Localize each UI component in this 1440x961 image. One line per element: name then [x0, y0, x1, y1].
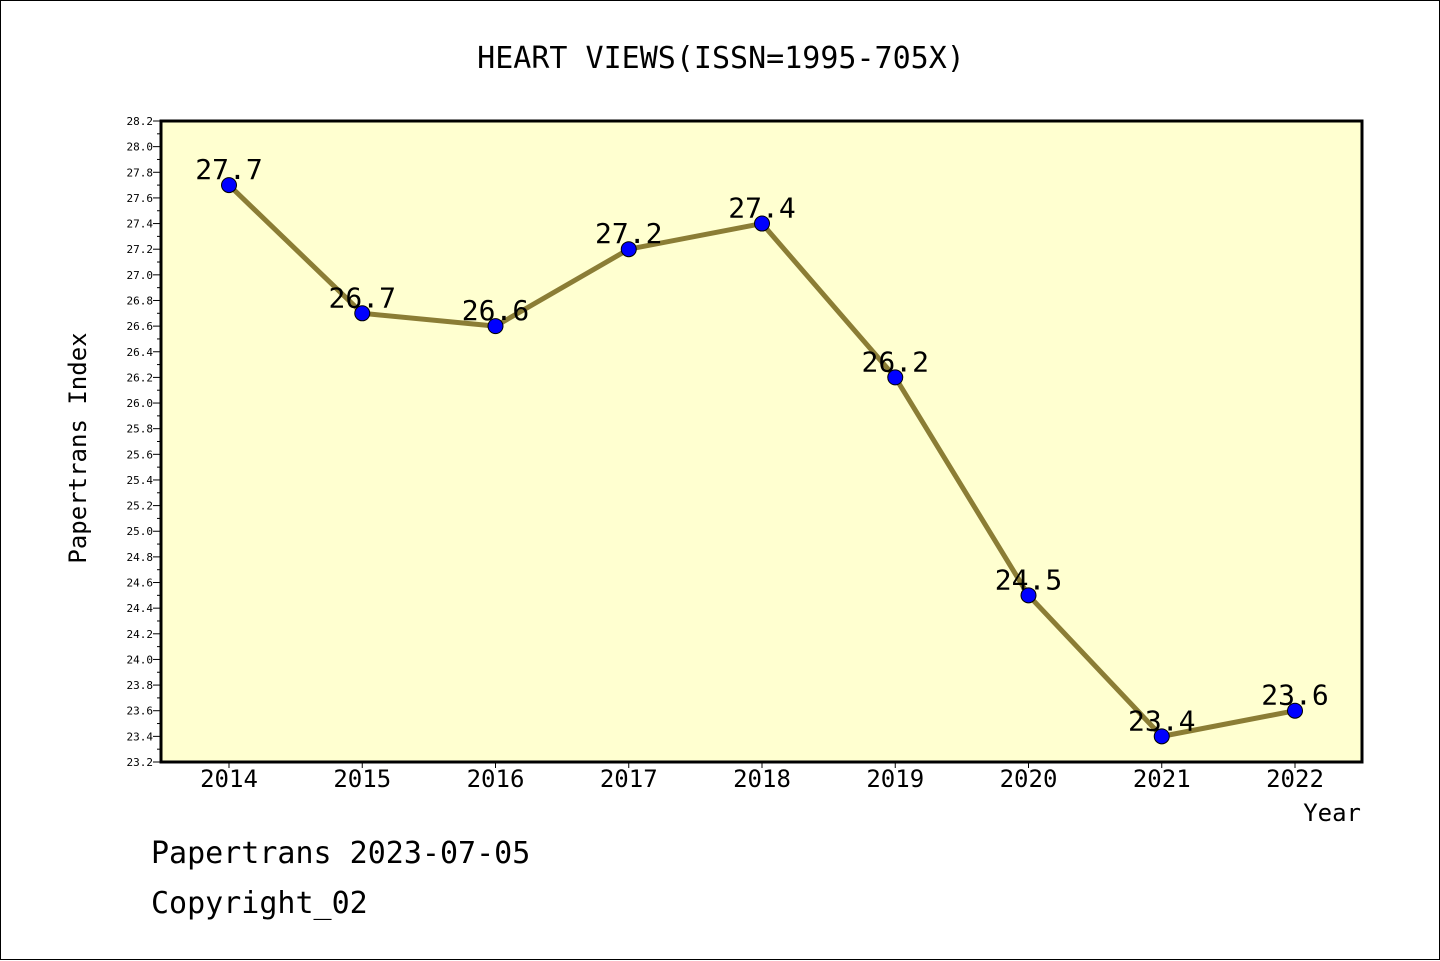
data-label: 27.2 [595, 217, 662, 250]
x-tick-label: 2022 [1266, 765, 1324, 793]
data-point [221, 177, 237, 194]
y-tick-label: 26.6 [127, 320, 154, 333]
y-tick-label: 25.4 [127, 474, 154, 487]
y-tick-label: 27.8 [127, 166, 154, 179]
data-label: 27.7 [195, 153, 262, 186]
x-tick-label: 2020 [1000, 765, 1058, 793]
data-label: 23.4 [1128, 704, 1195, 737]
y-tick-label: 26.0 [127, 397, 154, 410]
y-tick-label: 24.2 [127, 628, 154, 641]
y-tick-label: 28.2 [127, 115, 154, 128]
y-tick-label: 24.0 [127, 653, 154, 666]
y-tick-label: 27.2 [127, 243, 154, 256]
y-tick-label: 27.6 [127, 192, 154, 205]
y-tick-label: 23.6 [127, 705, 154, 718]
data-labels: 27.7 26.7 26.6 27.2 27.4 26.2 24.5 23.4 23.6 [195, 153, 1328, 737]
data-label: 24.5 [995, 563, 1062, 596]
x-axis: 2014 2015 2016 2017 2018 2019 2020 2021 2022 [200, 762, 1324, 793]
y-tick-label: 24.6 [127, 577, 154, 590]
y-tick-label: 25.0 [127, 525, 154, 538]
x-tick-label: 2016 [467, 765, 525, 793]
y-tick-label: 23.2 [127, 756, 154, 769]
x-tick-label: 2017 [600, 765, 658, 793]
data-label: 26.6 [462, 294, 529, 327]
y-tick-label: 23.8 [127, 679, 154, 692]
x-tick-label: 2015 [333, 765, 391, 793]
x-tick-label: 2019 [866, 765, 924, 793]
x-tick-label: 2018 [733, 765, 791, 793]
chart-title: HEART VIEWS(ISSN=1995-705X) [477, 41, 965, 76]
y-tick-label: 26.4 [127, 346, 154, 359]
data-label: 26.2 [862, 345, 929, 378]
data-point [1153, 728, 1170, 745]
series-layer [221, 177, 1303, 745]
y-tick-label: 23.4 [127, 730, 154, 743]
data-label: 27.4 [728, 192, 795, 225]
y-tick-label: 26.2 [127, 371, 154, 384]
x-tick-label: 2021 [1133, 765, 1191, 793]
y-tick-label: 25.8 [127, 423, 154, 436]
data-point [754, 215, 770, 232]
footer-copyright: Copyright_02 [151, 886, 368, 921]
x-axis-label: Year [1303, 799, 1361, 827]
x-tick-label: 2014 [200, 765, 258, 793]
data-label: 23.6 [1261, 679, 1328, 712]
data-point [487, 318, 504, 335]
y-axis-label: Papertrans Index [64, 332, 92, 563]
y-axis: 23.2 23.4 23.6 23.8 24.0 24.2 24.4 24.6 24.8 25.0… [127, 115, 161, 769]
data-label: 26.7 [329, 281, 396, 314]
y-tick-label: 28.0 [127, 141, 154, 154]
y-tick-label: 27.0 [127, 269, 154, 282]
data-point [1287, 702, 1303, 719]
data-point [354, 305, 371, 322]
y-tick-label: 26.8 [127, 294, 154, 307]
data-point [1020, 587, 1037, 604]
data-point [887, 369, 904, 386]
y-tick-label: 27.4 [127, 218, 154, 231]
data-point [620, 241, 637, 258]
y-tick-label: 24.4 [127, 602, 154, 615]
y-tick-label: 25.2 [127, 500, 154, 513]
y-tick-label: 24.8 [127, 551, 154, 564]
footer-date: Papertrans 2023-07-05 [151, 836, 531, 871]
y-tick-label: 25.6 [127, 448, 154, 461]
